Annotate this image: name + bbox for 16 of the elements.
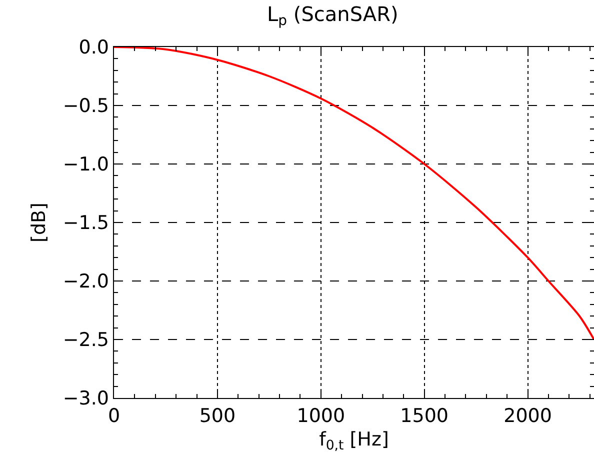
y-axis-title: [dB] bbox=[28, 202, 50, 242]
y-tick-label: −2.0 bbox=[62, 270, 109, 293]
line-series bbox=[114, 47, 594, 340]
x-tick-label: 500 bbox=[199, 405, 236, 427]
x-tick-label: 2000 bbox=[504, 405, 552, 427]
x-axis-title: f$_{0,t}$ [Hz] bbox=[319, 428, 389, 454]
chart-title: L$_{p}$ (ScanSAR) bbox=[267, 2, 398, 30]
x-tick-label: 1000 bbox=[296, 405, 346, 427]
y-tick-label: −2.5 bbox=[62, 329, 109, 352]
x-tick-label: 0 bbox=[108, 405, 120, 427]
y-tick-label: −0.5 bbox=[62, 95, 109, 118]
y-tick-label: −3.0 bbox=[62, 388, 109, 410]
y-tick-label: −1.0 bbox=[62, 154, 109, 176]
x-tick-label: 1500 bbox=[400, 405, 449, 427]
y-tick-label: 0.0 bbox=[78, 36, 109, 59]
y-tick-label: −1.5 bbox=[62, 212, 109, 234]
